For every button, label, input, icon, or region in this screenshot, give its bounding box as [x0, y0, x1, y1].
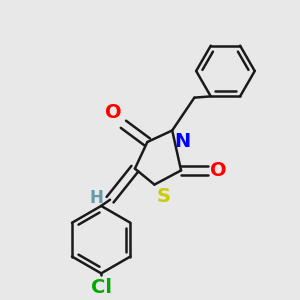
Text: O: O: [105, 103, 122, 122]
Text: Cl: Cl: [91, 278, 112, 297]
Text: H: H: [89, 189, 103, 207]
Text: O: O: [210, 161, 227, 180]
Text: S: S: [156, 187, 170, 206]
Text: N: N: [174, 132, 190, 151]
